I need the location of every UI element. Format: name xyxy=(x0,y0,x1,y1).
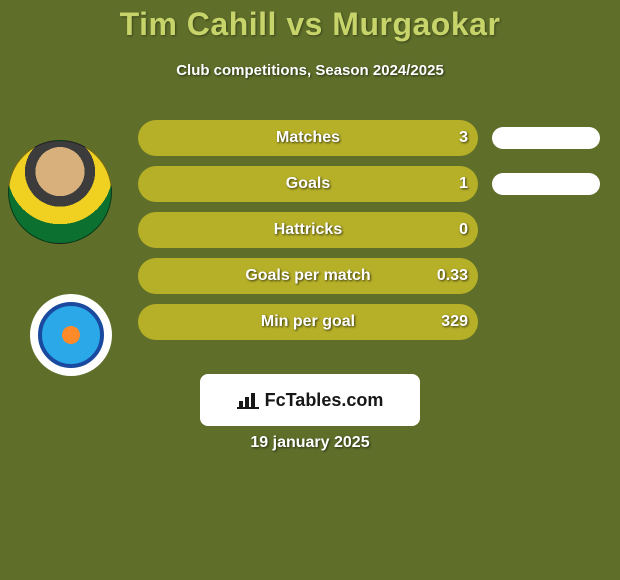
stat-value-left: 1 xyxy=(459,166,468,202)
page-title: Tim Cahill vs Murgaokar xyxy=(0,6,620,43)
stat-value-left: 0 xyxy=(459,212,468,248)
site-logo-text: FcTables.com xyxy=(265,390,384,411)
stat-pill-left xyxy=(138,120,478,156)
stat-pill-left xyxy=(138,166,478,202)
player-left-club-badge xyxy=(30,294,112,376)
club-badge-inner xyxy=(38,302,104,368)
stat-value-left: 0.33 xyxy=(437,258,468,294)
stat-pill-left xyxy=(138,258,478,294)
stat-row: Goals1 xyxy=(138,166,478,202)
stat-row: Min per goal329 xyxy=(138,304,478,340)
stat-pill-right-blank xyxy=(492,173,600,195)
stat-row: Matches3 xyxy=(138,120,478,156)
site-logo-box: FcTables.com xyxy=(200,374,420,426)
player-left-avatar xyxy=(8,140,112,244)
stat-value-left: 3 xyxy=(459,120,468,156)
date-label: 19 january 2025 xyxy=(0,434,620,452)
comparison-infographic: Tim Cahill vs Murgaokar Club competition… xyxy=(0,0,620,580)
subtitle: Club competitions, Season 2024/2025 xyxy=(0,62,620,79)
bar-chart-icon xyxy=(237,391,259,409)
stat-row: Goals per match0.33 xyxy=(138,258,478,294)
stat-pill-left xyxy=(138,212,478,248)
stat-value-left: 329 xyxy=(441,304,468,340)
stat-pill-right-blank xyxy=(492,127,600,149)
stat-row: Hattricks0 xyxy=(138,212,478,248)
stat-pill-left xyxy=(138,304,478,340)
